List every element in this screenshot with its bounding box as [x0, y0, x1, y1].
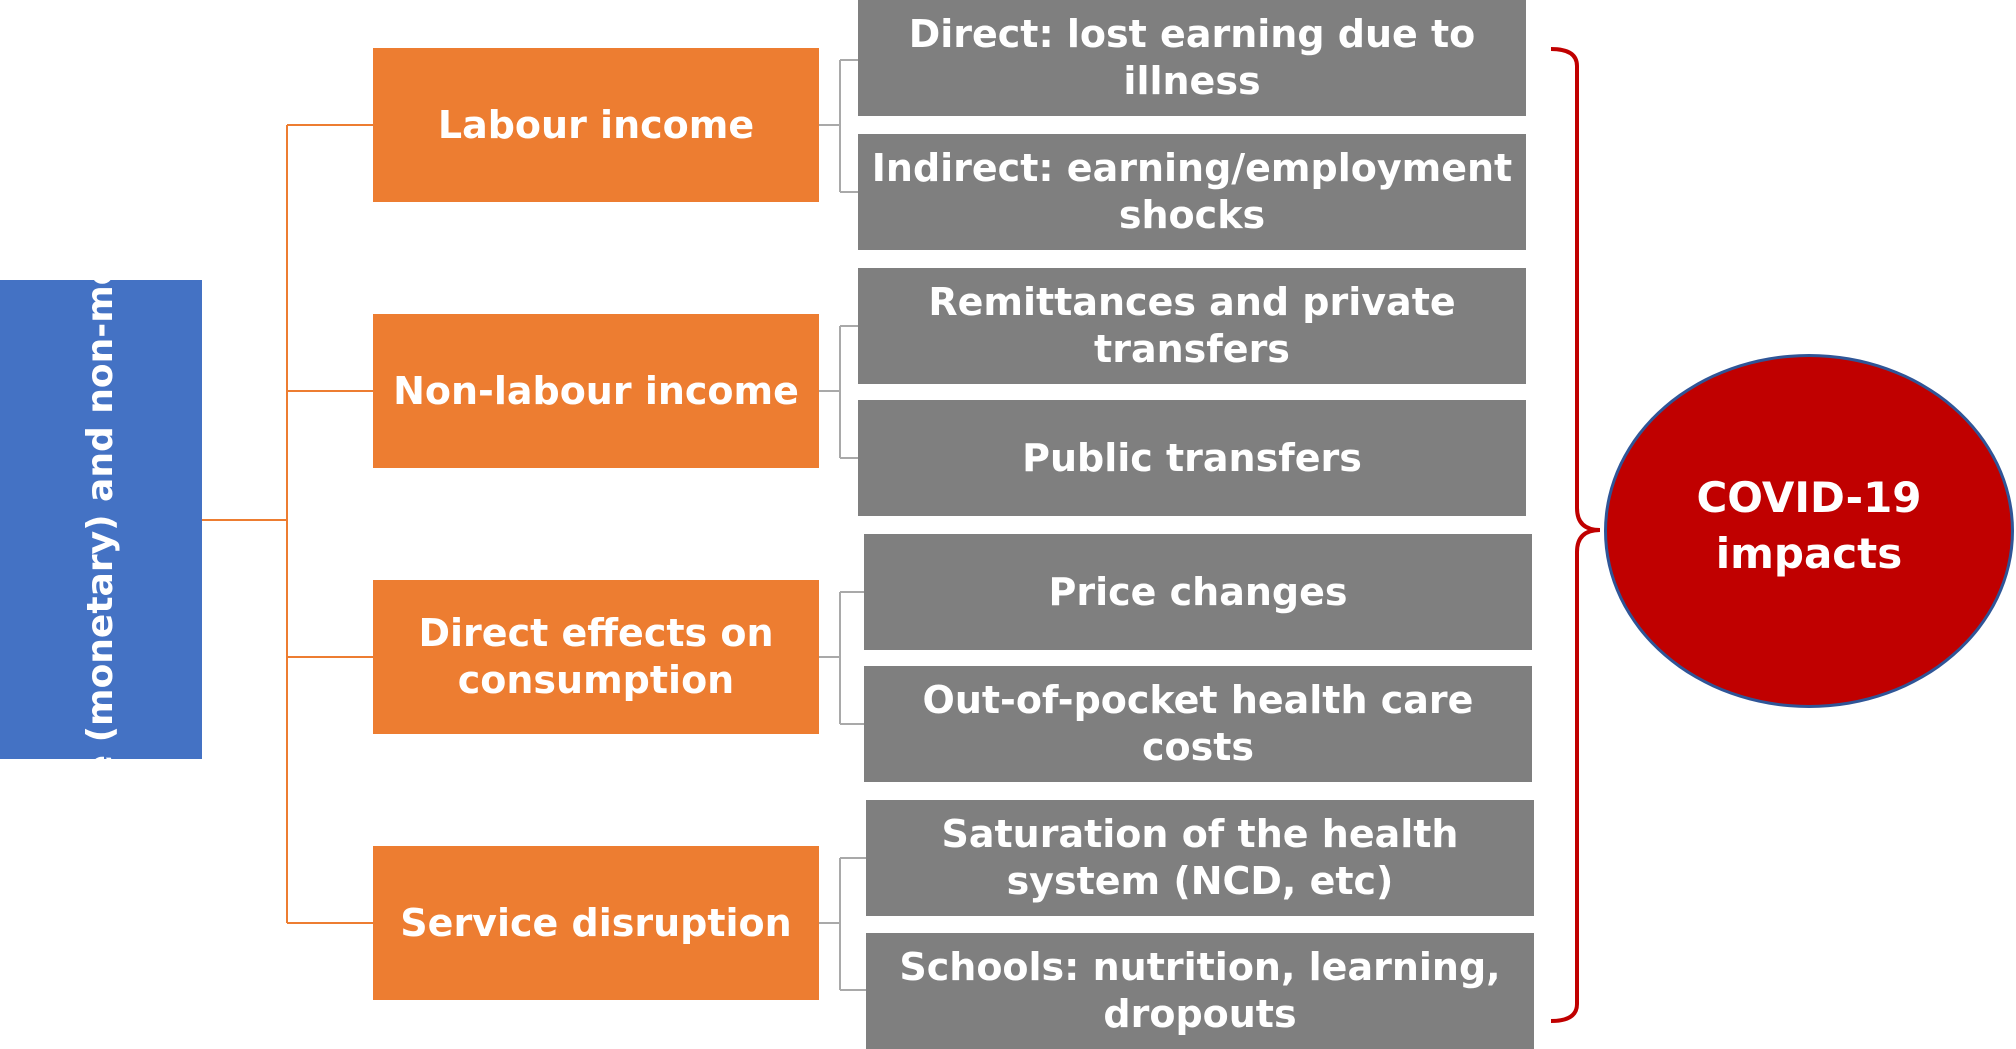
- item-out-of-pocket-costs: Out-of-pocket health care costs: [864, 666, 1532, 782]
- welfare-root-box: Welfare (monetary) and non-monetary: [0, 127, 202, 912]
- category-label: Labour income: [437, 102, 755, 147]
- item-label: Out-of-pocket health care costs: [922, 678, 1474, 769]
- labour-income-bracket: [819, 59, 858, 193]
- category-label: Non-labour income: [393, 368, 799, 413]
- item-direct-lost-earning: Direct: lost earning due to illness: [858, 0, 1526, 116]
- non-labour-income-bracket: [819, 325, 858, 459]
- item-label: Direct: lost earning due to illness: [908, 12, 1476, 103]
- covid-impacts-label: COVID-19 impacts: [1696, 473, 1922, 578]
- category-service-disruption: Service disruption: [373, 846, 819, 1000]
- item-label: Public transfers: [1022, 435, 1362, 480]
- item-public-transfers: Public transfers: [858, 400, 1526, 516]
- item-indirect-earning-shocks: Indirect: earning/employment shocks: [858, 134, 1526, 250]
- service-disruption-bracket: [819, 857, 866, 991]
- category-labour-income: Labour income: [373, 48, 819, 202]
- item-label: Remittances and private transfers: [928, 280, 1456, 371]
- item-label: Indirect: earning/employment shocks: [871, 146, 1513, 237]
- root-connector: [202, 124, 373, 924]
- consumption-bracket: [819, 591, 864, 725]
- item-schools-disruption: Schools: nutrition, learning, dropouts: [866, 933, 1534, 1049]
- category-non-labour-income: Non-labour income: [373, 314, 819, 468]
- item-health-system-saturation: Saturation of the health system (NCD, et…: [866, 800, 1534, 916]
- category-label: Direct effects on consumption: [418, 611, 774, 702]
- item-remittances-private-transfers: Remittances and private transfers: [858, 268, 1526, 384]
- item-price-changes: Price changes: [864, 534, 1532, 650]
- welfare-root-label: Welfare (monetary) and non-monetary: [80, 127, 121, 912]
- category-direct-effects-consumption: Direct effects on consumption: [373, 580, 819, 734]
- item-label: Schools: nutrition, learning, dropouts: [899, 945, 1501, 1036]
- impact-brace: [1550, 47, 1601, 1023]
- item-label: Saturation of the health system (NCD, et…: [941, 812, 1459, 903]
- category-label: Service disruption: [400, 900, 792, 945]
- covid-impacts-ellipse: COVID-19 impacts: [1604, 354, 2014, 708]
- item-label: Price changes: [1048, 569, 1348, 614]
